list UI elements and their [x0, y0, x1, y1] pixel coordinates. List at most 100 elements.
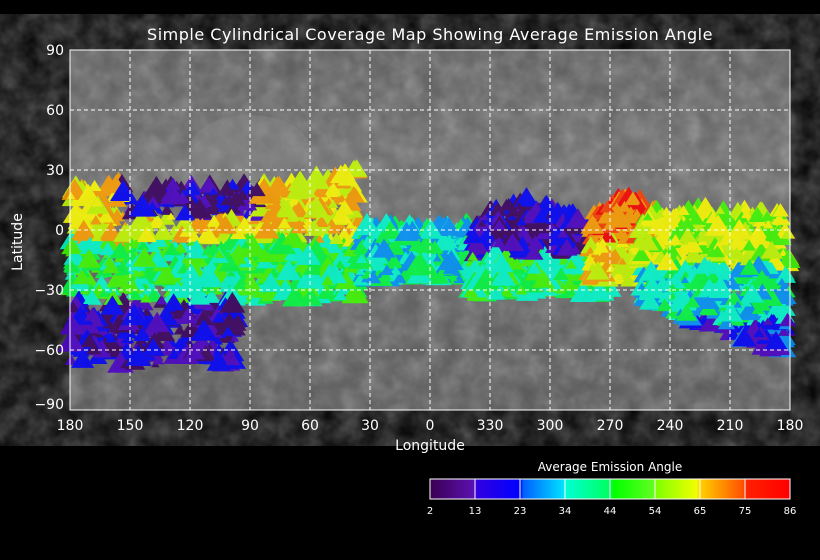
coverage-facet	[404, 255, 430, 276]
x-tick: 60	[301, 418, 319, 434]
coverage-facet	[437, 217, 461, 236]
coverage-facet	[321, 274, 335, 286]
coverage-facet	[534, 288, 547, 299]
coverage-facet	[303, 219, 325, 236]
coverage-facet	[214, 249, 225, 258]
coverage-facet	[105, 332, 117, 343]
coverage-facet	[501, 197, 517, 210]
coverage-facet	[206, 202, 221, 215]
y-tick: 0	[55, 223, 64, 239]
coverage-facet	[678, 227, 697, 243]
coverage-facet	[281, 235, 294, 245]
coverage-facet	[781, 229, 792, 239]
y-tick: −60	[34, 343, 64, 359]
coverage-facet	[163, 293, 185, 311]
coverage-facet	[63, 246, 87, 265]
coverage-facet	[523, 209, 535, 219]
coverage-facet	[144, 311, 170, 332]
y-tick: 90	[46, 43, 64, 59]
coverage-facet	[763, 220, 774, 229]
colorbar-tick: 54	[648, 506, 662, 517]
colorbar-tick: 86	[783, 506, 797, 517]
coverage-facet	[675, 303, 698, 321]
coverage-facet	[605, 205, 633, 228]
colorbar-tick: 65	[693, 506, 707, 517]
coverage-facet	[194, 309, 214, 326]
coverage-facet	[432, 270, 450, 284]
coverage-facet	[236, 276, 247, 285]
coverage-facet	[384, 253, 404, 269]
colorbar-title: Average Emission Angle	[537, 460, 683, 474]
coverage-facet	[89, 215, 102, 225]
coverage-facet	[452, 258, 461, 266]
coverage-facet	[140, 293, 152, 303]
x-tick: 150	[116, 418, 144, 434]
coverage-facet	[186, 238, 196, 246]
coverage-facet	[237, 194, 258, 211]
coverage-facet	[345, 187, 365, 203]
coverage-facet	[408, 236, 427, 252]
coverage-facet	[99, 241, 117, 256]
coverage-facet	[317, 287, 332, 299]
coverage-facet	[179, 263, 204, 283]
colorbar-tick: 23	[513, 506, 527, 517]
coverage-facet	[526, 235, 545, 250]
coverage-facet	[492, 236, 506, 248]
coverage-facet	[113, 258, 123, 266]
coverage-facet	[275, 259, 302, 281]
coverage-facet	[699, 295, 717, 310]
coverage-facet	[165, 177, 181, 190]
coverage-facet	[440, 234, 458, 249]
coverage-facet	[510, 258, 525, 270]
coverage-facet	[366, 271, 382, 284]
coverage-facet	[61, 178, 88, 200]
coverage-facet	[514, 187, 539, 207]
coverage-facet	[195, 217, 210, 230]
coverage-facet	[81, 333, 98, 348]
coverage-facet	[61, 237, 83, 255]
coverage-facet	[777, 249, 801, 268]
coverage-facet	[642, 212, 653, 221]
coverage-facet	[257, 262, 284, 284]
coverage-facet	[654, 209, 665, 218]
coverage-facet	[635, 224, 648, 234]
coverage-facet	[167, 348, 181, 359]
coverage-facet	[183, 200, 195, 209]
coverage-facet	[477, 220, 486, 227]
coverage-facet	[64, 354, 78, 366]
coverage-facet	[546, 221, 557, 230]
coverage-facet	[717, 315, 736, 330]
coverage-facet	[586, 260, 610, 280]
coverage-facet	[225, 204, 236, 213]
coverage-facet	[195, 224, 220, 244]
coverage-facet	[356, 221, 374, 236]
coverage-facet	[228, 355, 241, 366]
coverage-facet	[97, 209, 115, 223]
coverage-facet	[255, 248, 274, 263]
coverage-facet	[524, 244, 544, 260]
coverage-facet	[638, 260, 664, 281]
coverage-facet	[211, 311, 226, 323]
coverage-facet	[295, 244, 322, 265]
coverage-facet	[209, 196, 219, 205]
y-axis-label: Latitude	[10, 213, 26, 271]
coverage-facet	[706, 246, 719, 257]
coverage-facet	[213, 215, 237, 234]
coverage-facet	[565, 208, 591, 228]
coverage-facet	[379, 270, 392, 280]
x-tick: 210	[716, 418, 744, 434]
colorbar-tick: 13	[468, 506, 482, 517]
coverage-facet	[723, 275, 741, 290]
coverage-facet	[276, 203, 291, 216]
x-tick: 30	[361, 418, 379, 434]
coverage-facet	[778, 249, 788, 257]
x-tick: 240	[656, 418, 684, 434]
coverage-facet	[155, 337, 179, 356]
coverage-facet	[534, 194, 558, 214]
coverage-facet	[777, 277, 787, 286]
coverage-facet	[201, 264, 211, 272]
coverage-facet	[739, 259, 760, 275]
coverage-facet	[688, 211, 705, 225]
coverage-facet	[751, 269, 773, 287]
coverage-facet	[715, 206, 725, 214]
